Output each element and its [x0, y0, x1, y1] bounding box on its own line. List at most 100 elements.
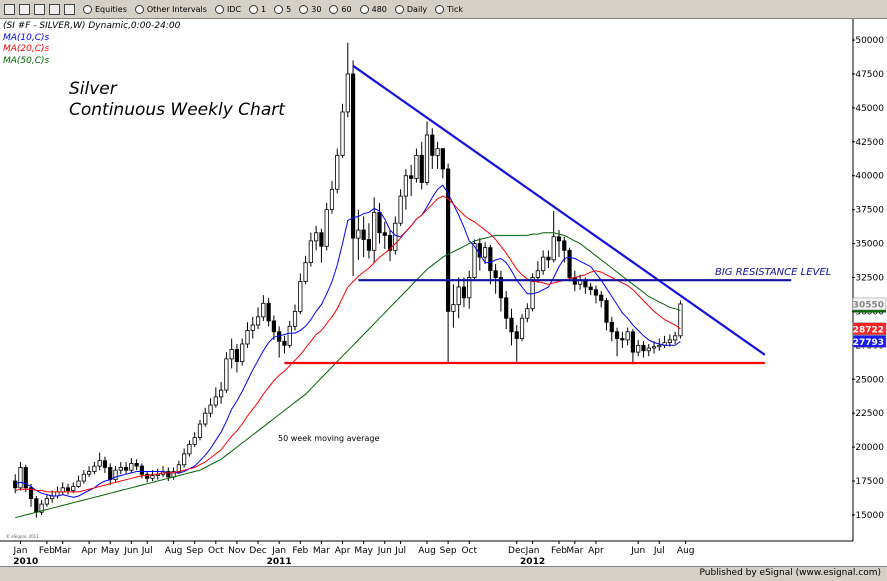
candle-body	[298, 281, 303, 312]
toolbar-items: Equities Other Intervals IDC 1 5 30 60 480 Daily…	[75, 4, 464, 14]
toolbar-item[interactable]: 1	[249, 4, 266, 14]
y-tick-label: 47500	[855, 70, 884, 80]
toolbar-icon[interactable]	[34, 3, 45, 15]
candle-body	[65, 487, 71, 491]
toolbar-label: Daily	[406, 4, 428, 14]
candle-body	[488, 247, 493, 272]
x-tick-label: Jan	[13, 546, 28, 556]
candle-body	[234, 349, 240, 363]
annotation: 50 week moving average	[278, 434, 379, 443]
toolbar-item[interactable]: IDC	[214, 4, 241, 14]
candle-body	[350, 73, 356, 239]
candle-body	[541, 256, 546, 272]
candle-body	[472, 243, 477, 278]
candle-body	[102, 460, 108, 468]
candle-body	[329, 188, 335, 211]
toolbar-item[interactable]: 480	[359, 4, 387, 14]
candle-body	[393, 222, 398, 251]
toolbar-icon[interactable]	[64, 3, 75, 15]
toolbar-label: 30	[311, 4, 322, 14]
candle-body	[118, 467, 123, 471]
toolbar: Equities Other Intervals IDC 1 5 30 60 480 Daily…	[0, 0, 887, 19]
radio[interactable]	[83, 4, 92, 14]
ma-line	[15, 184, 681, 498]
radio[interactable]	[299, 4, 309, 14]
candle-body	[562, 240, 567, 251]
x-tick-label: Jun	[123, 546, 138, 556]
candle-body	[588, 286, 593, 291]
toolbar-item[interactable]: Daily	[394, 4, 428, 14]
radio[interactable]	[134, 4, 144, 14]
annotation: BIG RESISTANCE LEVEL	[715, 267, 831, 278]
candle-body	[44, 498, 49, 505]
radio[interactable]	[274, 4, 284, 14]
candle-body	[372, 211, 377, 251]
x-tick-label: Feb	[39, 546, 55, 556]
toolbar-item[interactable]: 60	[329, 4, 352, 14]
legend-entry: MA(10,C)s	[3, 33, 50, 43]
candle-body	[609, 321, 614, 333]
x-tick-label: Sep	[186, 546, 203, 556]
x-tick-label: Oct	[461, 546, 477, 556]
toolbar-label: 5	[286, 4, 292, 14]
candle-body	[129, 462, 134, 471]
candle-body	[303, 262, 308, 282]
candle-body	[456, 286, 461, 306]
candle-body	[667, 339, 672, 344]
price-box	[852, 297, 887, 311]
toolbar-icon[interactable]	[4, 3, 15, 15]
radio[interactable]	[394, 4, 404, 14]
year-label: 2011	[267, 557, 292, 566]
watermark: © eSignal, 2011	[6, 534, 39, 539]
x-tick-label: Apr	[335, 546, 351, 556]
candle-body	[382, 232, 387, 236]
x-tick-label: Mar	[313, 546, 330, 556]
radio[interactable]	[435, 4, 445, 14]
toolbar-label: Equities	[95, 4, 127, 14]
x-tick-label: Mar	[54, 546, 71, 556]
toolbar-item[interactable]: 30	[299, 4, 322, 14]
candle-body	[266, 302, 271, 322]
radio[interactable]	[359, 4, 369, 14]
candle-body	[224, 358, 229, 391]
candle-body	[630, 331, 636, 353]
candle-body	[377, 211, 382, 234]
toolbar-item[interactable]: Equities	[83, 4, 127, 14]
candle-body	[366, 239, 372, 251]
candle-body	[398, 195, 403, 224]
x-tick-label: Jan	[271, 546, 286, 556]
annotation: Silver	[69, 79, 118, 99]
radio[interactable]	[329, 4, 339, 14]
candle-body	[13, 480, 18, 489]
candle-body	[435, 148, 440, 156]
chart-title: (SI #F - SILVER,W) Dynamic,0:00-24:00	[3, 21, 181, 31]
toolbar-label: Other Intervals	[146, 4, 207, 14]
radio[interactable]	[249, 4, 259, 14]
candle-body	[287, 325, 292, 346]
y-tick-label: 37500	[855, 206, 884, 216]
y-tick-label: 20000	[855, 443, 884, 453]
toolbar-item[interactable]: Tick	[435, 4, 464, 14]
candle-body	[123, 467, 129, 471]
candle-body	[504, 297, 509, 319]
candle-body	[525, 308, 530, 319]
year-label: 2012	[520, 557, 545, 566]
toolbar-icon[interactable]	[49, 3, 60, 15]
candle-body	[678, 303, 683, 337]
x-tick-label: Feb	[292, 546, 308, 556]
x-tick-label: Dec	[249, 546, 266, 556]
price-box-label: 30550	[853, 300, 884, 310]
x-tick-label: Aug	[418, 546, 436, 556]
toolbar-item[interactable]: 5	[274, 4, 292, 14]
candle-body	[493, 270, 498, 278]
radio[interactable]	[214, 4, 224, 14]
annotation: Continuous Weekly Chart	[69, 100, 286, 120]
y-tick-label: 25000	[855, 375, 884, 385]
toolbar-icon[interactable]	[19, 3, 30, 15]
candle-body	[387, 235, 393, 251]
toolbar-label: Tick	[447, 4, 464, 14]
candle-body	[673, 335, 678, 341]
candle-body	[498, 277, 504, 299]
toolbar-item[interactable]: Other Intervals	[134, 4, 207, 14]
